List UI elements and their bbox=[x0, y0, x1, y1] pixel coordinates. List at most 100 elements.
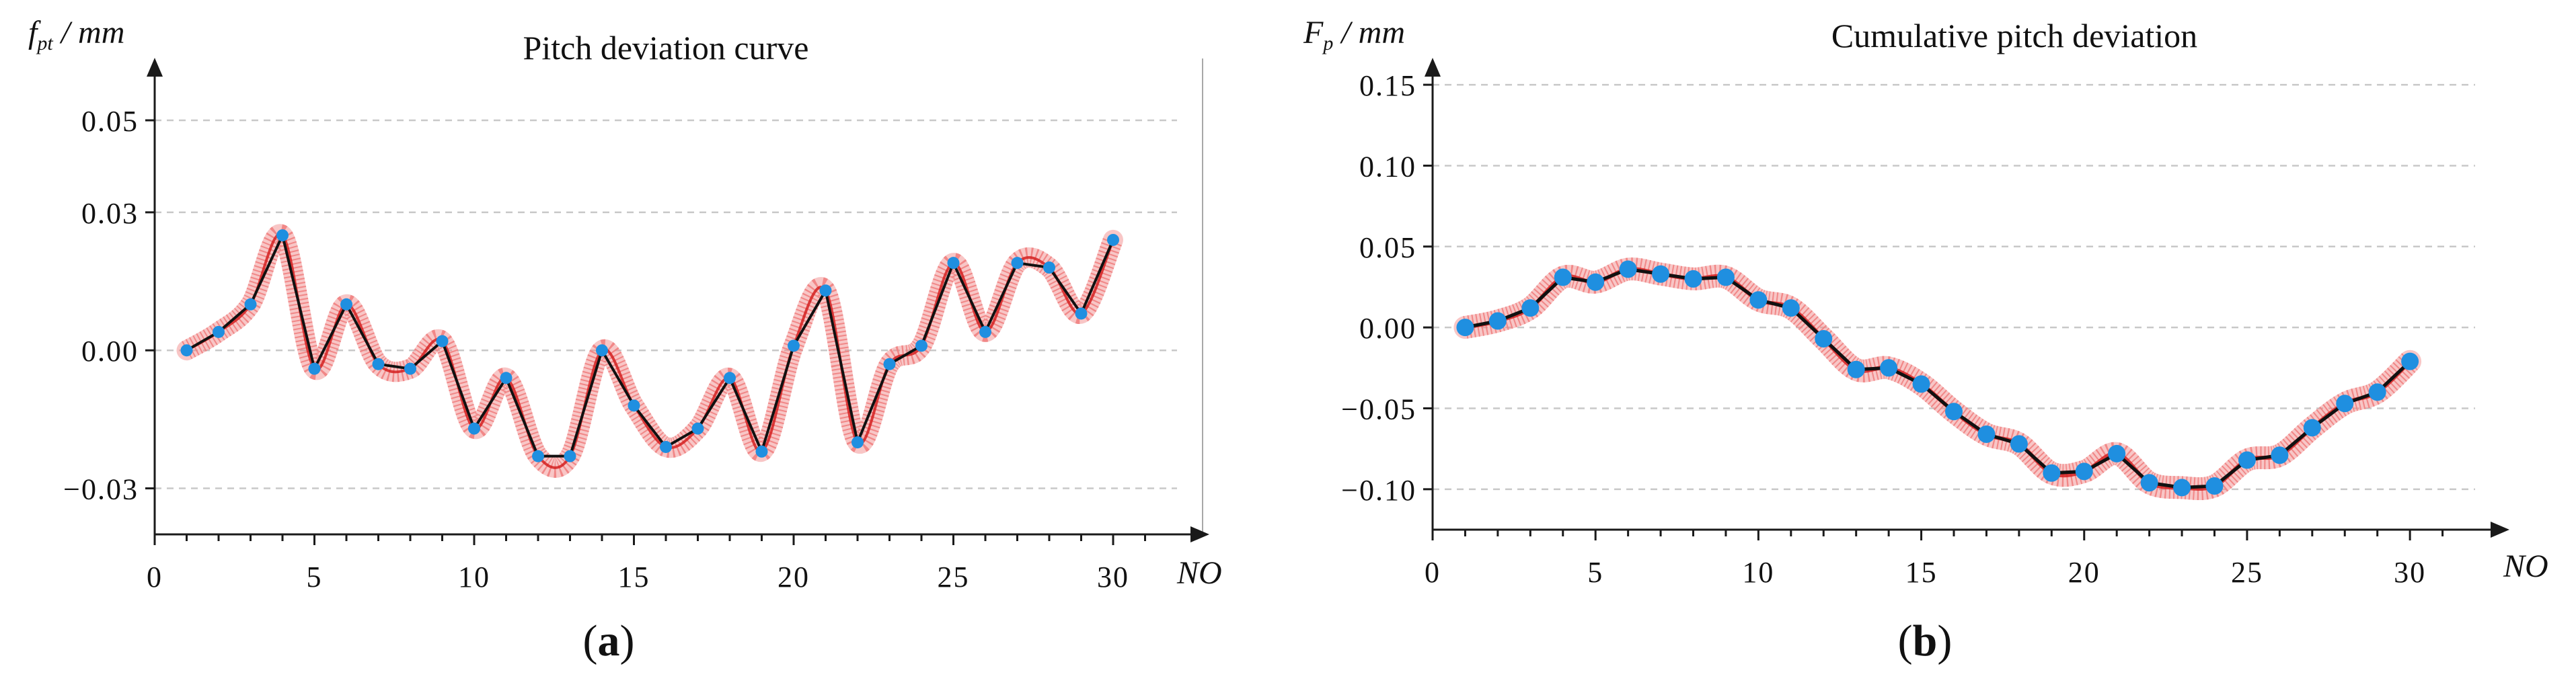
data-point bbox=[404, 362, 416, 375]
data-point bbox=[564, 450, 576, 462]
data-point bbox=[2336, 395, 2354, 413]
data-point bbox=[276, 229, 289, 242]
x-tick-label: 25 bbox=[2231, 556, 2263, 589]
x-axis-label: NO bbox=[2503, 548, 2548, 584]
chart-title: Cumulative pitch deviation bbox=[1831, 17, 2197, 54]
y-tick-label: 0.10 bbox=[1359, 150, 1416, 183]
y-axis-arrow bbox=[1425, 58, 1441, 77]
panel-label: (b) bbox=[1898, 616, 1953, 665]
data-point bbox=[1554, 268, 1572, 286]
data-point bbox=[2108, 444, 2126, 462]
data-point bbox=[1880, 359, 1898, 377]
data-point bbox=[596, 344, 608, 357]
data-point bbox=[1521, 299, 1540, 317]
data-point bbox=[660, 440, 672, 453]
data-point bbox=[532, 450, 544, 462]
x-ticks: 0 5 10 15 20 25 30 bbox=[147, 534, 1146, 594]
x-tick-label: 0 bbox=[147, 561, 163, 594]
data-point bbox=[1075, 307, 1088, 320]
y-tick-label: −0.03 bbox=[63, 473, 139, 506]
y-ticks: −0.03 0.00 0.03 0.05 bbox=[63, 105, 155, 506]
x-tick-label: 30 bbox=[1097, 561, 1129, 594]
data-point bbox=[1043, 261, 1055, 274]
data-point bbox=[2401, 352, 2419, 370]
data-point bbox=[2010, 435, 2028, 453]
x-axis-arrow bbox=[2491, 522, 2509, 538]
data-point bbox=[1652, 265, 1670, 283]
y-tick-label: 0.05 bbox=[1359, 231, 1416, 264]
y-tick-label: 0.15 bbox=[1359, 69, 1416, 102]
x-ticks: 0 5 10 15 20 25 30 bbox=[1425, 530, 2444, 589]
chart-panel-a: 0 5 10 15 20 25 30 −0.03 0.00 0.03 0.05 Pitch dev… bbox=[28, 15, 1222, 665]
gridlines bbox=[155, 119, 1177, 489]
data-point bbox=[1107, 233, 1119, 246]
y-axis-label-unit: / mm bbox=[1333, 15, 1405, 50]
x-tick-label: 30 bbox=[2394, 556, 2426, 589]
data-point bbox=[1684, 270, 1702, 288]
data-point bbox=[1782, 299, 1800, 317]
x-tick-label: 20 bbox=[778, 561, 810, 594]
data-point bbox=[2271, 446, 2289, 464]
x-axis-label: NO bbox=[1176, 555, 1222, 591]
data-point bbox=[500, 372, 513, 384]
data-point bbox=[468, 422, 480, 435]
y-tick-label: 0.03 bbox=[81, 197, 139, 230]
y-tick-label: −0.05 bbox=[1341, 393, 1416, 425]
data-point bbox=[1847, 360, 1865, 378]
data-point bbox=[628, 399, 640, 412]
y-axis-label-sub: p bbox=[1322, 32, 1333, 54]
y-tick-label: 0.05 bbox=[81, 105, 139, 138]
data-point bbox=[1716, 268, 1735, 286]
y-axis-label: fpt / mm bbox=[28, 15, 124, 54]
data-point bbox=[308, 362, 321, 375]
data-point bbox=[691, 422, 704, 435]
x-tick-label: 15 bbox=[618, 561, 650, 594]
y-tick-label: −0.10 bbox=[1341, 474, 1416, 507]
data-point bbox=[915, 339, 927, 352]
data-point bbox=[1815, 329, 1833, 348]
data-point bbox=[1977, 425, 1996, 443]
data-point bbox=[2205, 477, 2224, 495]
data-point bbox=[1011, 257, 1024, 270]
y-axis-label-sub: pt bbox=[36, 32, 53, 54]
data-points bbox=[180, 229, 1119, 462]
data-point bbox=[979, 325, 991, 338]
chart-panel-b: 0 5 10 15 20 25 30 −0.10−0.050.000.050.100.15 … bbox=[1303, 15, 2548, 665]
data-point bbox=[372, 358, 385, 370]
data-point bbox=[340, 298, 352, 311]
data-point bbox=[244, 298, 257, 311]
y-axis-label-main: F bbox=[1303, 15, 1324, 50]
x-tick-label: 15 bbox=[1905, 556, 1938, 589]
panel-label: (a) bbox=[583, 616, 635, 665]
data-point bbox=[1749, 291, 1768, 309]
data-point bbox=[1488, 312, 1507, 330]
data-point bbox=[851, 436, 864, 449]
data-point bbox=[2140, 474, 2158, 492]
data-point bbox=[1912, 375, 1930, 393]
x-tick-label: 5 bbox=[307, 561, 323, 594]
x-tick-label: 20 bbox=[2068, 556, 2100, 589]
x-tick-label: 10 bbox=[1742, 556, 1774, 589]
data-point bbox=[436, 335, 449, 348]
data-line bbox=[186, 231, 1114, 458]
data-point bbox=[1456, 319, 1474, 337]
y-axis-label: Fp / mm bbox=[1303, 15, 1405, 54]
x-axis-arrow bbox=[1190, 526, 1209, 542]
data-point bbox=[1619, 260, 1637, 278]
x-tick-label: 25 bbox=[938, 561, 970, 594]
data-point bbox=[883, 358, 896, 370]
fit-band bbox=[176, 224, 1123, 478]
data-point bbox=[2368, 383, 2386, 401]
x-tick-label: 5 bbox=[1587, 556, 1603, 589]
data-point bbox=[2075, 462, 2093, 481]
y-tick-label: 0.00 bbox=[1359, 312, 1416, 345]
x-tick-label: 0 bbox=[1425, 556, 1441, 589]
data-point bbox=[180, 344, 193, 357]
data-point bbox=[788, 339, 800, 352]
x-tick-label: 10 bbox=[458, 561, 490, 594]
data-points bbox=[1456, 260, 2419, 497]
data-point bbox=[1945, 403, 1963, 421]
y-ticks: −0.10 −0.05 0.00 0.05 0.10 0.15 bbox=[1341, 69, 1433, 507]
data-point bbox=[1587, 273, 1605, 291]
